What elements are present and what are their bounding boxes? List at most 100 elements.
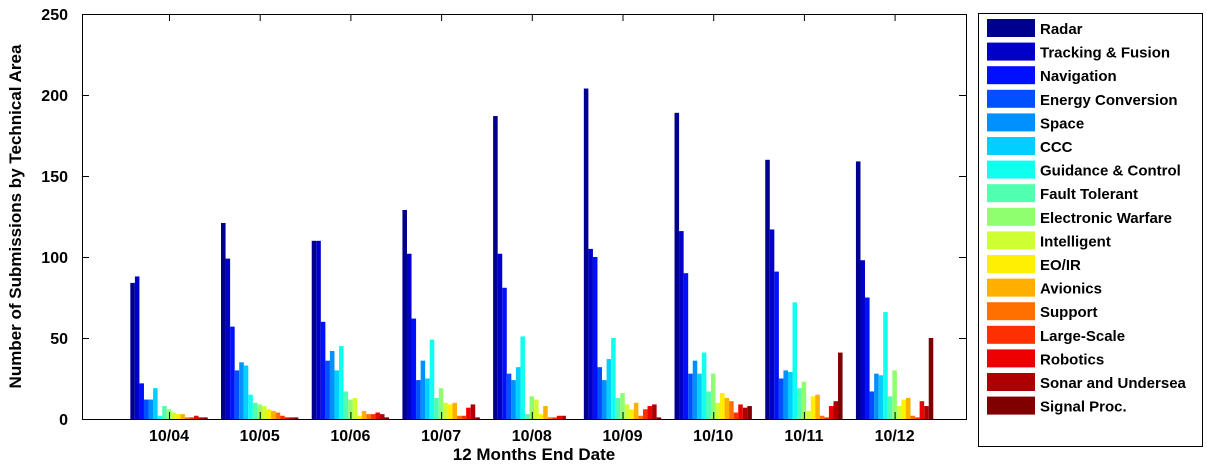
bars-layer [130,88,934,420]
bar [475,417,480,419]
legend-swatch [987,302,1035,321]
bar [280,415,285,419]
bar [384,417,390,419]
bar [633,402,639,419]
legend-label: Signal Proc. [1040,399,1127,416]
legend-swatch [987,66,1035,85]
bar [239,362,244,419]
bar [688,373,693,419]
bar [883,312,888,419]
x-tick-label: 10/11 [784,428,823,445]
bar [611,338,616,419]
bar [597,367,603,419]
bar [466,407,471,419]
bar [284,417,290,419]
bar [642,409,648,419]
bar [230,326,235,419]
bar [778,378,784,419]
bar [420,360,426,419]
bar [588,248,593,419]
bar [615,397,621,419]
bar [261,406,267,419]
legend-swatch [987,373,1035,391]
bar [774,271,779,419]
bar [692,360,698,419]
bar [674,112,680,419]
bar [928,338,934,419]
bar [329,350,335,419]
bar [198,417,204,419]
bar [905,397,911,419]
legend-swatch [987,184,1035,203]
bar [316,240,321,419]
bar [624,404,630,419]
bar [275,412,281,419]
bar [887,396,893,419]
bar [257,404,262,419]
legend-label: Electronic Warfare [1040,210,1172,227]
bar [153,388,158,419]
bar [357,415,362,419]
bar [234,370,240,419]
bar [733,412,739,419]
bar [221,222,226,419]
bar [524,414,530,419]
legend: Radar Tracking & Fusion Navigation Energy C… [978,13,1203,447]
legend-label: Support [1040,304,1098,321]
legend-label: Navigation [1040,68,1117,85]
bar [534,399,539,419]
bar [411,318,417,419]
bar [271,410,276,419]
bar [547,417,553,419]
bar [710,373,716,419]
bar [783,370,788,419]
bar [742,407,748,419]
x-tick-label: 10/12 [875,428,915,445]
bar [765,159,770,420]
bar [797,388,802,419]
legend-swatch [987,255,1035,273]
x-tick-label: 10/05 [240,428,280,445]
bar [738,404,743,419]
legend-label: Sonar and Undersea [1040,375,1187,392]
x-tick-label: 10/09 [602,428,642,445]
bar [520,336,525,419]
bar [438,388,444,419]
bar [334,370,340,419]
bar [175,414,181,419]
bar [865,297,870,419]
bar [561,415,566,419]
bar [452,402,458,419]
x-axis-label: 12 Months End Date [453,445,615,464]
bar [443,402,448,419]
bar [515,367,521,419]
bar [293,417,299,419]
legend-label: EO/IR [1040,257,1081,274]
bar [511,380,516,419]
y-tick-label: 150 [41,169,68,186]
bar [375,412,380,419]
bar [896,406,902,419]
bar [638,415,643,419]
plot-frame [82,14,967,420]
legend-swatch [987,231,1035,250]
bar [529,396,535,419]
bar [706,391,711,419]
bar [162,406,167,419]
bar [828,406,834,419]
y-tick-label: 200 [41,88,68,105]
bar [538,414,544,419]
bar [910,415,916,419]
bar [252,402,258,419]
bar [819,415,825,419]
bar [506,373,512,419]
bar [620,393,625,419]
bar [289,417,294,419]
bar [203,417,208,419]
legend-label: Space [1040,115,1084,132]
bar [652,404,657,419]
bar [406,253,412,419]
y-tick-label: 100 [41,250,68,267]
legend-swatch [987,207,1035,226]
bar [148,399,154,419]
